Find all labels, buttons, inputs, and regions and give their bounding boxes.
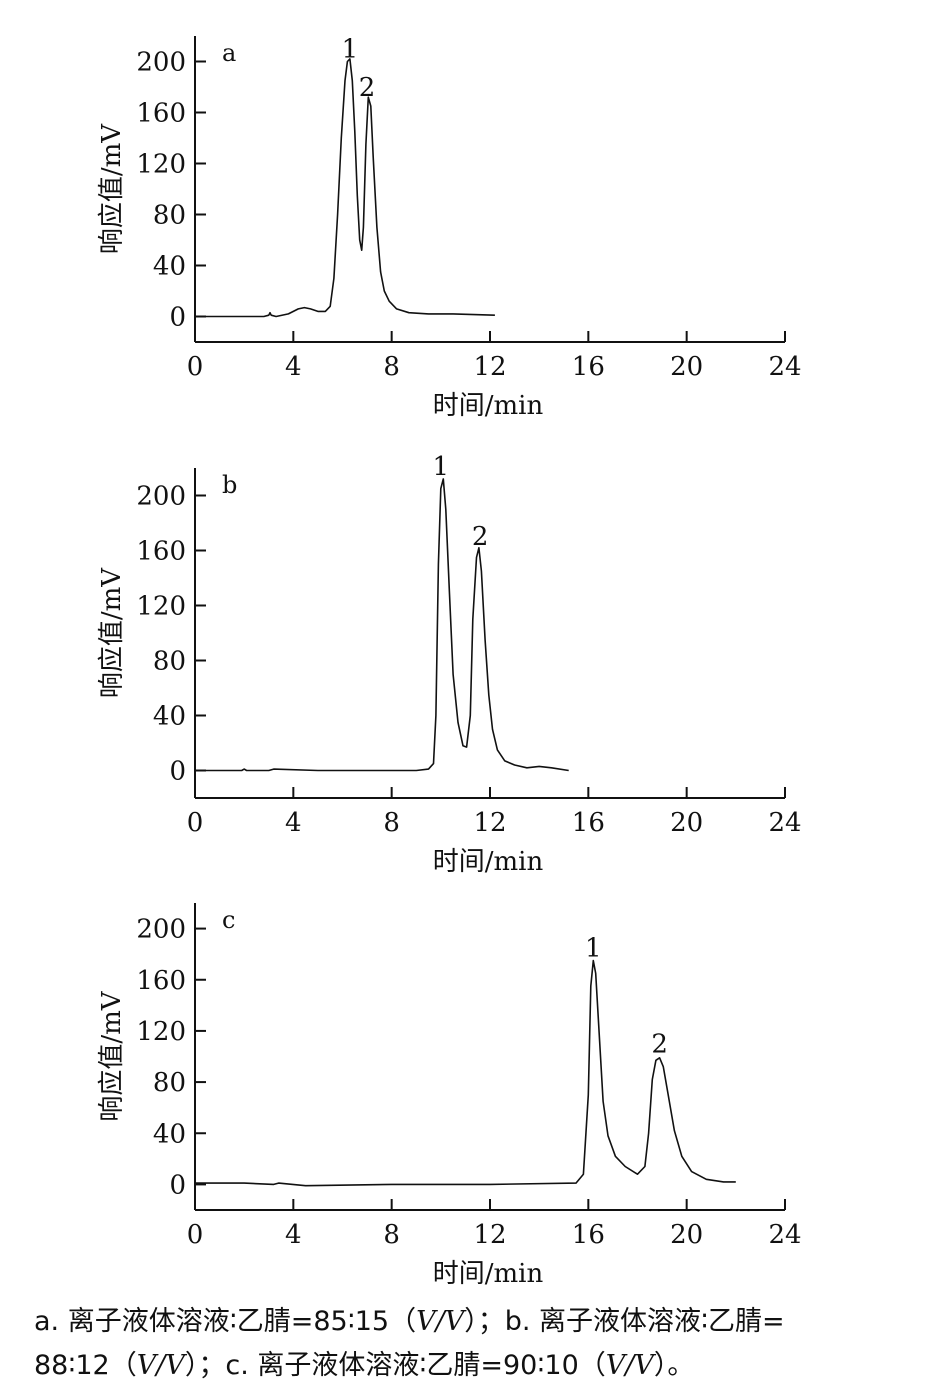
- x-tick-label: 0: [187, 1220, 204, 1250]
- y-tick-label: 40: [153, 252, 186, 282]
- x-tick-label: 4: [285, 808, 302, 838]
- y-tick-label: 0: [169, 1170, 186, 1200]
- panel-letter-label: b: [222, 471, 237, 499]
- y-tick-label: 80: [153, 1068, 186, 1098]
- chromatogram-series-line: [195, 959, 736, 1187]
- caption-italic-3: V/V: [605, 1350, 654, 1381]
- y-tick-label: 200: [136, 48, 186, 78]
- x-tick-label: 16: [572, 1220, 605, 1250]
- peak-label: 2: [472, 522, 489, 552]
- y-tick-label: 120: [136, 150, 186, 180]
- x-tick-label: 8: [383, 352, 400, 382]
- x-axis-title: 时间/min: [433, 847, 544, 877]
- y-tick-label: 160: [136, 966, 186, 996]
- peak-label: 1: [433, 452, 450, 482]
- y-tick-label: 40: [153, 1119, 186, 1149]
- y-tick-label: 0: [169, 757, 186, 787]
- figure-caption: a. 离子液体溶液∶乙腈=85∶15（V/V）；b. 离子液体溶液∶乙腈= 88∶…: [34, 1300, 924, 1388]
- x-tick-label: 16: [572, 808, 605, 838]
- peak-label: 2: [359, 73, 376, 103]
- y-tick-label: 80: [153, 647, 186, 677]
- y-tick-label: 160: [136, 99, 186, 129]
- peak-label: 2: [651, 1030, 668, 1060]
- x-tick-label: 12: [473, 808, 506, 838]
- x-tick-label: 12: [473, 1220, 506, 1250]
- x-tick-label: 4: [285, 1220, 302, 1250]
- y-axis-title: 响应值/mV: [97, 990, 127, 1121]
- x-tick-label: 20: [670, 808, 703, 838]
- y-tick-label: 0: [169, 303, 186, 333]
- y-axis-title: 响应值/mV: [97, 123, 127, 254]
- caption-part-2: ）；b. 离子液体溶液∶乙腈=: [464, 1306, 785, 1337]
- chromatogram-series-line: [195, 58, 495, 318]
- x-tick-label: 20: [670, 1220, 703, 1250]
- x-tick-label: 12: [473, 352, 506, 382]
- y-tick-label: 160: [136, 537, 186, 567]
- chart-panel-a: 0 4 8 12 16 20 24 0 40 80 120 160 200 时间/min 响应值/mV a 12: [97, 35, 802, 421]
- panel-letter-label: c: [222, 906, 235, 934]
- x-axis-title: 时间/min: [433, 391, 544, 421]
- caption-italic-2: V/V: [136, 1350, 185, 1381]
- y-tick-label: 120: [136, 1017, 186, 1047]
- x-tick-label: 0: [187, 808, 204, 838]
- panel-letter-label: a: [222, 39, 236, 67]
- x-axis-title: 时间/min: [433, 1259, 544, 1289]
- x-tick-label: 16: [572, 352, 605, 382]
- x-tick-label: 0: [187, 352, 204, 382]
- x-tick-label: 8: [383, 808, 400, 838]
- x-tick-label: 24: [768, 1220, 801, 1250]
- caption-part-4: ）；c. 离子液体溶液∶乙腈=90∶10（: [184, 1350, 606, 1381]
- x-tick-label: 24: [768, 808, 801, 838]
- y-tick-label: 80: [153, 201, 186, 231]
- x-tick-label: 20: [670, 352, 703, 382]
- y-tick-label: 120: [136, 592, 186, 622]
- caption-part-1: a. 离子液体溶液∶乙腈=85∶15（: [34, 1306, 417, 1337]
- x-tick-label: 8: [383, 1220, 400, 1250]
- x-tick-label: 24: [768, 352, 801, 382]
- caption-italic-1: V/V: [416, 1306, 465, 1337]
- peak-label: 1: [585, 934, 602, 964]
- y-tick-label: 40: [153, 702, 186, 732]
- y-tick-label: 200: [136, 915, 186, 945]
- caption-part-5: ）。: [653, 1350, 695, 1381]
- x-tick-label: 4: [285, 352, 302, 382]
- y-axis-title: 响应值/mV: [97, 567, 127, 698]
- peak-label: 1: [342, 35, 359, 65]
- chromatogram-series-line: [195, 478, 569, 772]
- caption-part-3: 88∶12（: [34, 1350, 137, 1381]
- y-tick-label: 200: [136, 482, 186, 512]
